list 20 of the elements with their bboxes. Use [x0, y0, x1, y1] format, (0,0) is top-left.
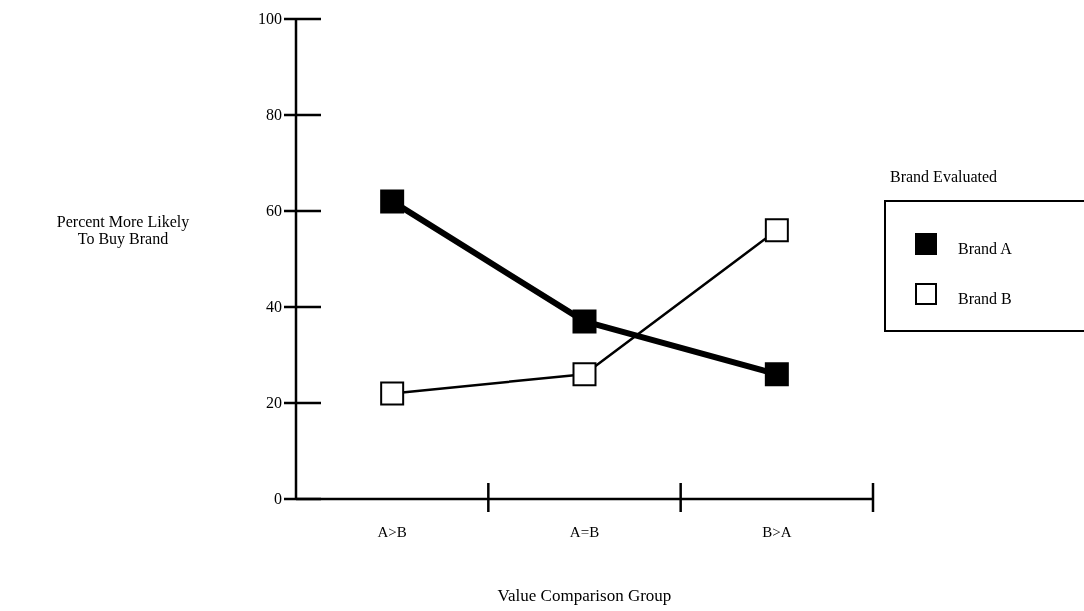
- x-axis-title: Value Comparison Group: [496, 586, 673, 606]
- y-tick-label: 80: [266, 106, 282, 123]
- point: [764, 218, 789, 243]
- point: [380, 381, 405, 406]
- y-axis-title: Percent More Likely To Buy Brand: [55, 213, 191, 247]
- y-tick-label: 20: [266, 394, 282, 411]
- y-tick-label: 40: [266, 298, 282, 315]
- y-tick-label: 100: [258, 10, 282, 27]
- x-tick-label: A>B: [377, 524, 407, 540]
- point: [572, 309, 597, 334]
- y-tick-label: 0: [274, 490, 282, 507]
- y-tick-label: 60: [266, 202, 282, 219]
- legend-label: Brand A: [958, 240, 1012, 258]
- point: [764, 362, 789, 387]
- x-tick-label: A=B: [569, 524, 600, 540]
- point: [572, 362, 597, 387]
- legend-title: Brand Evaluated: [890, 168, 999, 186]
- x-tick-label: B>A: [762, 524, 792, 540]
- legend-label: Brand B: [958, 290, 1012, 308]
- point: [380, 189, 405, 214]
